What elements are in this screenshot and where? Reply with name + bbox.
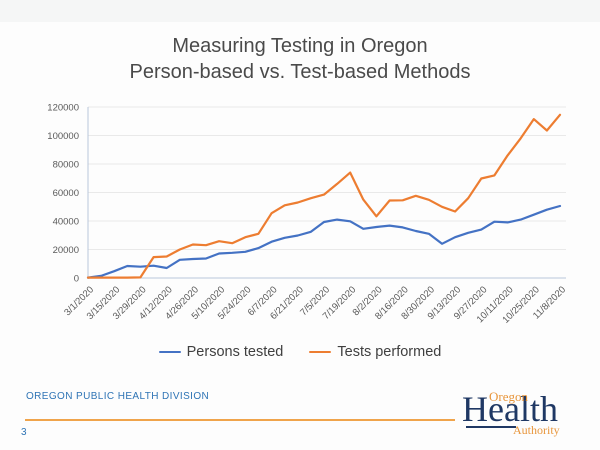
y-tick-label: 40000 [53, 217, 79, 228]
y-tick-label: 20000 [53, 245, 79, 256]
title-line-1: Measuring Testing in Oregon [172, 35, 428, 57]
page-number: 3 [21, 427, 27, 438]
legend-item-persons-tested: Persons tested [158, 344, 284, 360]
logo-authority-text: Authority [513, 423, 560, 437]
footer-division-text: OREGON PUBLIC HEALTH DIVISION [26, 391, 210, 402]
tests-performed-line [86, 113, 562, 279]
chart-canvas: 0200004000060000800001000001200003/1/202… [47, 103, 568, 326]
legend-label-persons-tested: Persons tested [186, 344, 284, 360]
logo-health-text: Health [462, 389, 558, 429]
persons-tested-line [86, 204, 562, 279]
y-tick-label: 0 [74, 274, 79, 285]
footer-gold-divider [25, 419, 455, 421]
slide-title: Measuring Testing in Oregon Person-based… [0, 33, 600, 85]
oha-logo: Health Oregon Authority [458, 389, 596, 440]
top-strip [0, 0, 600, 22]
persons-tested-line-swatch-icon [158, 350, 181, 354]
testing-chart: 0 20000 40000 60000 80000 100000 120000 3/1/202… [47, 103, 568, 326]
tests-performed-line-swatch-icon [309, 350, 332, 354]
chart-legend: Persons tested Tests performed [0, 344, 600, 360]
y-tick-label: 80000 [53, 160, 79, 171]
legend-item-tests-performed: Tests performed [309, 344, 441, 360]
title-line-2: Person-based vs. Test-based Methods [129, 61, 471, 83]
logo-oregon-text: Oregon [489, 389, 528, 404]
y-tick-label: 120000 [47, 103, 79, 114]
y-tick-label: 100000 [47, 131, 79, 142]
y-tick-label: 60000 [53, 188, 79, 199]
legend-label-tests-performed: Tests performed [337, 344, 442, 360]
logo-underline [466, 426, 516, 428]
